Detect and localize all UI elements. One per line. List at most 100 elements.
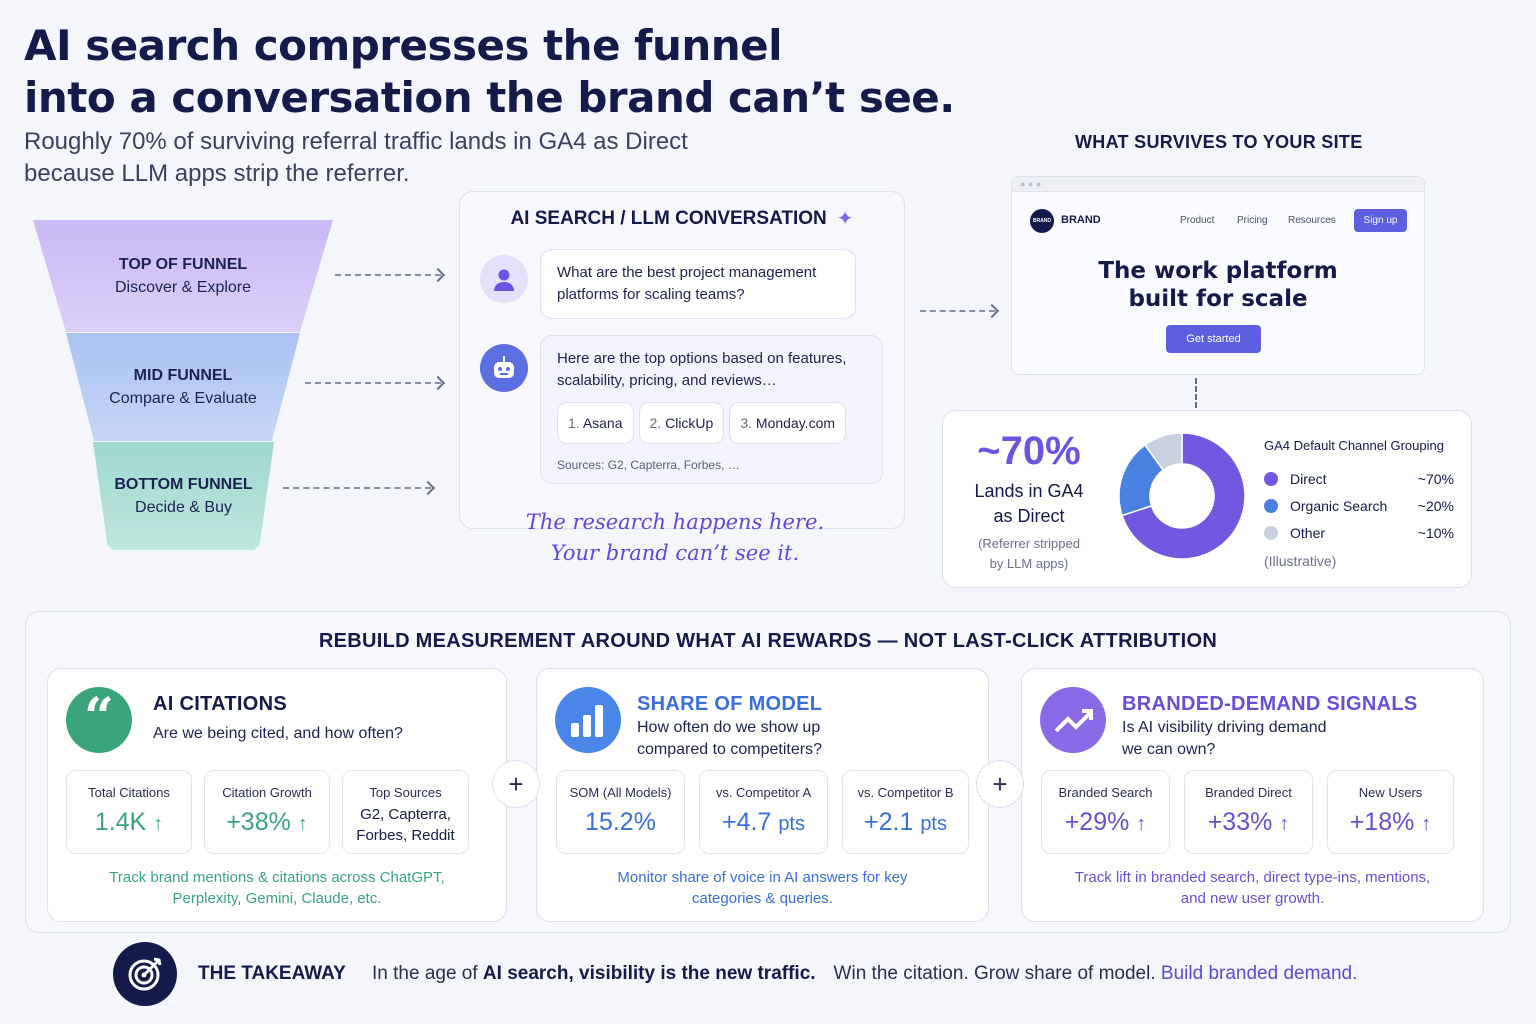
metric-card: Top Sources G2, Capterra, Forbes, Reddit — [342, 770, 469, 854]
metric-card: Total Citations 1.4K ↑ — [66, 770, 192, 854]
ga4-label: Lands in GA4 as Direct — [974, 481, 1084, 526]
metric-label: New Users — [1358, 785, 1423, 800]
user-avatar — [480, 255, 528, 303]
metric-label: vs. Competitor A — [715, 785, 812, 800]
illustrative-note: (Illustrative) — [1264, 553, 1337, 569]
metric-value: +38% ↑ — [226, 808, 308, 836]
answer-text: Here are the top options based on featur… — [557, 350, 847, 389]
arrow-up-icon: ↑ — [1136, 813, 1147, 835]
browser-dots: ● ● ● — [1012, 177, 1424, 192]
metric-card: New Users +18% ↑ — [1327, 770, 1454, 854]
funnel-bottom: BOTTOM FUNNEL Decide & Buy — [93, 442, 274, 550]
donut-slice-direct — [1121, 432, 1246, 560]
arrow-mid — [305, 382, 441, 384]
conversation-header: AI SEARCH / LLM CONVERSATION ✦ — [460, 208, 904, 230]
metric-value: +33% ↑ — [1207, 808, 1290, 836]
funnel-top: TOP OF FUNNEL Discover & Explore — [33, 220, 333, 332]
option-chip[interactable]: 2. ClickUp — [638, 402, 725, 444]
hero-heading: The work platform built for scale — [1098, 258, 1338, 312]
arrow-down — [1195, 378, 1197, 408]
pillar-question: How often do we show up compared to comp… — [637, 719, 822, 758]
robot-icon — [494, 356, 514, 378]
metric-value: 15.2% — [585, 808, 656, 836]
measurement-title: REBUILD MEASUREMENT AROUND WHAT AI REWAR… — [318, 630, 1218, 652]
metric-value: +4.7 pts — [722, 808, 805, 836]
brand-logo: BRAND — [1030, 209, 1054, 233]
pillar-question: Are we being cited, and how often? — [153, 725, 403, 742]
metric-value: G2, Capterra, Forbes, Reddit — [356, 806, 455, 844]
user-question: What are the best project management pla… — [540, 249, 856, 319]
bot-avatar — [480, 344, 528, 392]
metric-card: vs. Competitor A +4.7 pts — [699, 770, 828, 854]
quote-icon: “ — [66, 687, 132, 753]
nav-resources[interactable]: Resources — [1288, 215, 1336, 226]
llm-conversation-card: AI SEARCH / LLM CONVERSATION ✦ What are … — [459, 191, 905, 529]
metric-value: 1.4K ↑ — [94, 808, 164, 836]
metric-label: vs. Competitor B — [857, 785, 954, 800]
metric-card: vs. Competitor B +2.1 pts — [842, 770, 969, 854]
pillar-note: Monitor share of voice in AI answers for… — [617, 869, 908, 907]
legend-item: Other ~10% — [1264, 525, 1454, 541]
metric-card: Branded Direct +33% ↑ — [1184, 770, 1313, 854]
ga4-card: ~70% Lands in GA4 as Direct (Referrer str… — [942, 410, 1472, 588]
metric-label: Total Citations — [88, 785, 170, 800]
plus-icon: + — [492, 760, 540, 808]
channel-donut-chart — [1118, 432, 1246, 560]
nav-product[interactable]: Product — [1180, 215, 1215, 226]
metric-label: Branded Direct — [1205, 785, 1292, 800]
legend-title: GA4 Default Channel Grouping — [1264, 438, 1444, 453]
page-title: AI search compresses the funnel into a co… — [24, 21, 955, 122]
pillar-title: SHARE OF MODEL — [637, 693, 823, 715]
ga4-big-number: ~70% — [977, 429, 1081, 473]
arrow-up-icon: ↑ — [153, 813, 164, 835]
takeaway-label: THE TAKEAWAY — [198, 963, 346, 984]
metric-label: Branded Search — [1058, 785, 1153, 800]
handwritten-caption: The research happens here. Your brand can… — [525, 510, 825, 565]
trend-up-icon — [1040, 687, 1106, 753]
get-started-button[interactable]: Get started — [1166, 325, 1261, 353]
nav-pricing[interactable]: Pricing — [1237, 215, 1268, 226]
pillar-question: Is AI visibility driving demand we can o… — [1122, 719, 1327, 758]
pillar-title: BRANDED-DEMAND SIGNALS — [1122, 693, 1418, 715]
target-icon — [113, 942, 177, 1006]
ga4-note: (Referrer stripped by LLM apps) — [978, 536, 1080, 571]
takeaway-text: In the age of AI search, visibility is t… — [372, 963, 1358, 984]
legend-item: Organic Search ~20% — [1264, 498, 1454, 514]
arrow-up-icon: ↑ — [1279, 813, 1290, 835]
ai-answer: Here are the top options based on featur… — [540, 335, 883, 484]
metric-value: +18% ↑ — [1349, 808, 1432, 836]
bar-chart-icon — [555, 687, 621, 753]
user-icon — [494, 269, 514, 291]
donut-slice-other — [1143, 432, 1183, 472]
site-heading: WHAT SURVIVES TO YOUR SITE — [1075, 132, 1363, 152]
arrow-up-icon: ↑ — [297, 813, 308, 835]
legend-swatch — [1264, 526, 1278, 540]
page-subtitle: Roughly 70% of surviving referral traffi… — [24, 128, 688, 187]
metric-label: Citation Growth — [222, 785, 312, 800]
arrow-top — [335, 274, 441, 276]
pillar-note: Track lift in branded search, direct typ… — [1074, 869, 1431, 907]
sources: Sources: G2, Capterra, Forbes, … — [557, 458, 740, 472]
metric-label: Top Sources — [369, 785, 442, 800]
sparkle-icon: ✦ — [836, 208, 854, 230]
funnel-mid: MID FUNNEL Compare & Evaluate — [66, 333, 300, 441]
pillar-note: Track brand mentions & citations across … — [109, 869, 445, 907]
legend-swatch — [1264, 499, 1278, 513]
arrow-up-icon: ↑ — [1421, 813, 1432, 835]
metric-value: +2.1 pts — [864, 808, 947, 836]
browser-mockup: ● ● ● BRAND BRAND Product Pricing Resour… — [1011, 176, 1425, 375]
pillar-title: AI CITATIONS — [153, 693, 287, 715]
conversation-title: AI SEARCH / LLM CONVERSATION — [510, 208, 827, 229]
metric-card: Branded Search +29% ↑ — [1041, 770, 1170, 854]
metric-value: +29% ↑ — [1064, 808, 1147, 836]
metric-card: Citation Growth +38% ↑ — [204, 770, 330, 854]
metric-card: SOM (All Models) 15.2% — [556, 770, 685, 854]
plus-icon: + — [976, 760, 1024, 808]
legend-item: Direct ~70% — [1264, 471, 1454, 487]
brand-name: BRAND — [1061, 214, 1101, 226]
svg-text:“: “ — [84, 687, 114, 748]
option-chip[interactable]: 1. Asana — [557, 402, 634, 444]
arrow-bottom — [283, 487, 431, 489]
signup-button[interactable]: Sign up — [1354, 209, 1407, 232]
option-chip[interactable]: 3. Monday.com — [729, 402, 847, 444]
